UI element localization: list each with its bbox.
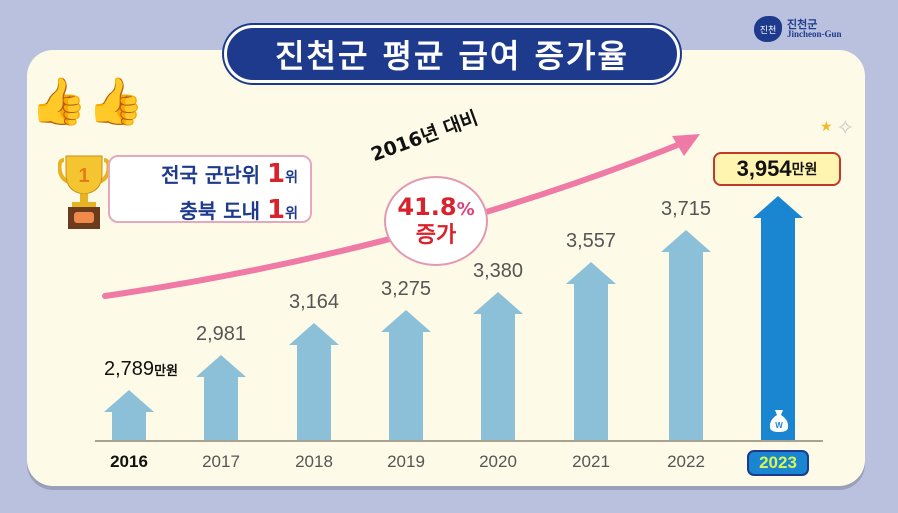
growth-badge: 41.8% 증가 <box>384 176 488 266</box>
x-axis-line <box>95 440 823 442</box>
bar-2018 <box>289 323 339 440</box>
arrow-head <box>104 390 154 412</box>
logo-mark-icon: 진천 <box>754 16 782 42</box>
rank-national: 전국 군단위 1위 <box>161 159 298 189</box>
bar-2016 <box>104 390 154 440</box>
value-label-2018: 3,164 <box>288 291 340 313</box>
svg-text:1: 1 <box>78 165 89 187</box>
value-label-2021: 3,557 <box>565 230 617 252</box>
year-label-2021: 2021 <box>572 452 610 471</box>
growth-label: 증가 <box>415 222 457 248</box>
arrow-head <box>566 262 616 284</box>
arrow-head <box>289 323 339 345</box>
sparkle-icon: ✧ <box>836 115 855 140</box>
arrow-head <box>381 310 431 332</box>
value-label-2022: 3,715 <box>660 198 712 220</box>
year-label-2018: 2018 <box>295 452 333 471</box>
arrow-shaft <box>112 411 146 440</box>
value-label-2020: 3,380 <box>472 260 524 282</box>
highlight-value-box: 3,954 만원 <box>713 152 841 186</box>
bar-2023 <box>753 196 803 440</box>
value-label-2017: 2,981 <box>195 323 247 345</box>
star-icon: ★ <box>820 118 833 134</box>
arrow-shaft <box>574 283 608 440</box>
bar-2019 <box>381 310 431 440</box>
value-label-2016: 2,789만원 <box>104 358 178 380</box>
svg-text:W: W <box>775 421 783 430</box>
arrow-shaft <box>389 331 423 440</box>
page-title: 진천군 평균 급여 증가율 <box>224 25 680 83</box>
thumbs-up-icon: 👍👍 <box>30 75 145 127</box>
growth-percent: 41.8% <box>397 192 475 221</box>
year-label-2022: 2022 <box>667 452 705 471</box>
jincheon-logo: 진천 진천군 Jincheon-Gun <box>754 16 842 42</box>
year-label-2016: 2016 <box>110 452 148 471</box>
logo-korean: 진천군 <box>787 17 818 31</box>
arrow-head <box>196 355 246 377</box>
trophy-icon: 1 <box>58 155 110 229</box>
arrow-head <box>473 292 523 314</box>
logo-english: Jincheon-Gun <box>787 29 842 40</box>
bar-2022 <box>661 230 711 440</box>
year-label-2023: 2023 <box>747 450 809 476</box>
year-label-2019: 2019 <box>387 452 425 471</box>
year-label-2017: 2017 <box>202 452 240 471</box>
arrow-shaft <box>204 376 238 440</box>
arrow-shaft <box>481 313 515 440</box>
bar-2021 <box>566 262 616 440</box>
value-label-2019: 3,275 <box>380 278 432 300</box>
rank-province: 충북 도내 1위 <box>179 195 298 225</box>
logo-text: 진천군 Jincheon-Gun <box>787 17 842 40</box>
year-label-2020: 2020 <box>479 452 517 471</box>
arrow-shaft <box>761 217 795 440</box>
bar-2020 <box>473 292 523 440</box>
arrow-head <box>661 230 711 252</box>
money-bag-icon: W <box>769 408 789 432</box>
bar-2017 <box>196 355 246 440</box>
arrow-shaft <box>297 344 331 440</box>
chart-card <box>27 50 865 486</box>
rank-badge: 전국 군단위 1위 충북 도내 1위 <box>108 155 312 225</box>
arrow-shaft <box>669 251 703 440</box>
arrow-head <box>753 196 803 218</box>
